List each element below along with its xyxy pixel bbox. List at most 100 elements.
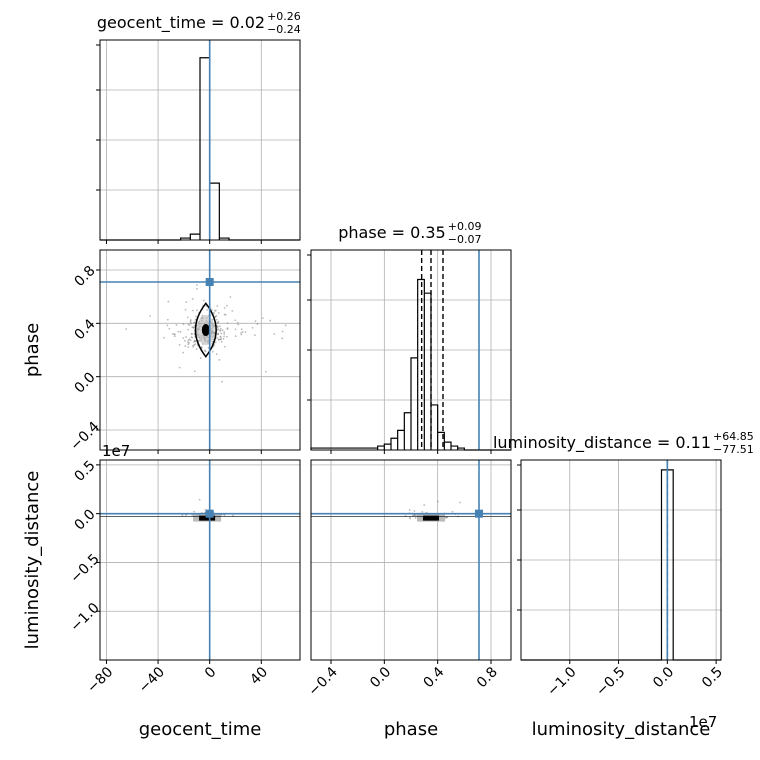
- title-text: luminosity_distance = 0.11: [493, 433, 711, 453]
- sample-point: [256, 323, 259, 326]
- sample-point: [240, 328, 243, 331]
- truth-marker: [475, 509, 483, 518]
- x-tick-label: −80: [84, 664, 116, 696]
- panel-frame: [99, 459, 301, 661]
- sample-point: [234, 319, 237, 322]
- title-geocent_time: geocent_time = 0.02 +0.26−0.24: [97, 10, 301, 36]
- panel-geocent_time-vs-phase: [96, 249, 301, 454]
- title-upper-error: +0.09: [448, 220, 482, 233]
- sample-point: [234, 335, 237, 338]
- title-luminosity_distance: luminosity_distance = 0.11 +64.85−77.51: [493, 430, 754, 456]
- title-upper-error: +64.85: [713, 430, 754, 443]
- sample-point: [215, 318, 218, 321]
- sample-point: [173, 333, 176, 336]
- sample-point: [236, 321, 239, 324]
- contour: [194, 302, 217, 358]
- sample-point: [220, 332, 223, 335]
- sample-point: [229, 296, 232, 298]
- sample-point: [226, 335, 228, 338]
- sample-point: [217, 333, 219, 335]
- density-core: [199, 515, 216, 521]
- sample-point: [223, 333, 226, 335]
- sample-point: [218, 325, 221, 328]
- y-tick-label: −1.0: [67, 600, 102, 635]
- sample-point: [451, 510, 454, 513]
- sample-point: [175, 324, 178, 326]
- sample-point: [240, 331, 243, 334]
- x-tick-label: 0: [202, 664, 220, 682]
- sample-point: [184, 345, 187, 347]
- sample-point: [193, 510, 196, 513]
- sample-point: [217, 312, 220, 314]
- sample-point: [226, 322, 229, 324]
- x-tick-label: 0.0: [650, 664, 677, 691]
- sample-point: [421, 511, 424, 513]
- panel-geocent_time-vs-luminosity_distance: [96, 459, 301, 664]
- x-tick-label: 40: [247, 664, 271, 688]
- sample-point: [191, 298, 194, 300]
- sample-point: [223, 313, 226, 316]
- sample-point: [217, 322, 220, 325]
- sample-point: [214, 309, 216, 312]
- sample-point: [273, 333, 276, 335]
- sample-point: [261, 317, 264, 320]
- sample-point: [221, 380, 223, 383]
- sample-point: [244, 331, 247, 334]
- x-tick-label: −0.5: [593, 664, 628, 699]
- x-tick-label: 0.5: [699, 664, 726, 691]
- title-text: phase = 0.35: [338, 223, 445, 242]
- sample-point: [284, 324, 287, 327]
- histogram-phase: [310, 278, 511, 451]
- x-axis-label-geocent_time: geocent_time: [139, 719, 262, 740]
- sample-point: [216, 305, 219, 307]
- sample-point: [408, 509, 411, 511]
- histogram-geocent_time: [100, 57, 300, 241]
- title-lower-error: −77.51: [713, 443, 754, 456]
- sample-point: [198, 498, 201, 501]
- sample-point: [196, 284, 198, 286]
- sample-point: [251, 326, 254, 329]
- panel-frame: [99, 39, 301, 241]
- sample-point: [211, 350, 214, 353]
- sample-point: [178, 366, 181, 369]
- sample-point: [196, 309, 198, 312]
- density-core: [423, 515, 439, 521]
- sample-point: [179, 331, 182, 333]
- sample-point: [226, 327, 229, 330]
- sample-point: [189, 320, 192, 323]
- sample-point: [204, 350, 207, 353]
- sample-point: [216, 337, 219, 339]
- sample-point: [167, 300, 170, 303]
- sample-point: [192, 326, 195, 329]
- sample-point: [408, 516, 411, 519]
- sample-point: [436, 500, 439, 503]
- sample-point: [223, 514, 226, 516]
- sample-point: [187, 346, 190, 349]
- sample-point: [185, 336, 187, 338]
- y-tick-label: 0.5: [72, 458, 99, 485]
- sample-point: [189, 339, 192, 342]
- sample-point: [197, 340, 200, 342]
- y-tick-label: −0.4: [67, 419, 102, 454]
- sample-point: [125, 328, 128, 330]
- sample-point: [184, 308, 187, 311]
- sample-point: [411, 514, 414, 517]
- sample-point: [188, 341, 190, 344]
- histogram-luminosity_distance: [521, 469, 721, 661]
- sample-point: [196, 287, 198, 290]
- panel-frame: [310, 249, 512, 451]
- y-tick-label: 0.0: [72, 506, 99, 533]
- sample-point: [166, 324, 169, 327]
- sample-point: [217, 328, 220, 331]
- sample-point: [193, 321, 195, 324]
- panel-phase-vs-luminosity_distance: [310, 459, 512, 664]
- sample-point: [241, 331, 244, 333]
- sample-point: [173, 335, 176, 338]
- sample-point: [234, 328, 237, 331]
- hist-panel-phase: [307, 249, 512, 454]
- sample-point: [240, 333, 243, 336]
- sample-point: [459, 501, 461, 504]
- sample-point: [219, 329, 221, 332]
- x-axis-label-phase: phase: [384, 719, 438, 740]
- sample-point: [423, 504, 426, 507]
